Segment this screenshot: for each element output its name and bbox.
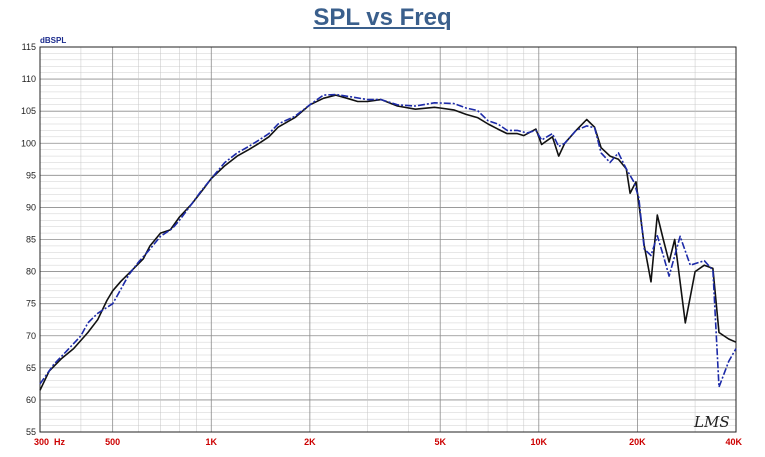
x-tick-label: 5K — [434, 437, 446, 447]
series-line-1 — [39, 94, 737, 391]
y-tick-label: 85 — [26, 235, 36, 245]
y-tick-label: 80 — [26, 267, 36, 277]
x-tick-labels: 300 Hz 500 1K 2K 5K 10K 20K 40K — [34, 437, 742, 447]
y-axis-label: dBSPL — [40, 36, 66, 45]
x-tick-label: 300 Hz — [34, 437, 66, 447]
y-tick-label: 90 — [26, 202, 36, 212]
x-tick-label: 40K — [725, 437, 742, 447]
y-tick-label: 100 — [21, 138, 36, 148]
y-tick-label: 60 — [26, 395, 36, 405]
x-tick-label: 2K — [304, 437, 316, 447]
y-tick-label: 55 — [26, 427, 36, 437]
lms-watermark: LMS — [693, 413, 730, 431]
series-line-2 — [39, 93, 737, 388]
y-tick-label: 95 — [26, 170, 36, 180]
plot-frame — [39, 46, 737, 433]
x-tick-label: 20K — [629, 437, 646, 447]
y-tick-label: 105 — [21, 106, 36, 116]
series-lines — [39, 93, 737, 391]
y-tick-labels: 55 60 65 70 75 80 85 90 95 100 105 110 115 — [21, 42, 36, 437]
y-tick-label: 70 — [26, 331, 36, 341]
chart-title: SPL vs Freq — [313, 4, 452, 31]
x-tick-label: 10K — [531, 437, 548, 447]
x-tick-label: 1K — [206, 437, 218, 447]
grid — [39, 46, 737, 433]
y-tick-label: 115 — [22, 42, 36, 52]
x-tick-label: 500 — [105, 437, 120, 447]
y-tick-label: 65 — [26, 363, 36, 373]
y-tick-label: 110 — [22, 74, 36, 84]
y-tick-label: 75 — [26, 299, 36, 309]
